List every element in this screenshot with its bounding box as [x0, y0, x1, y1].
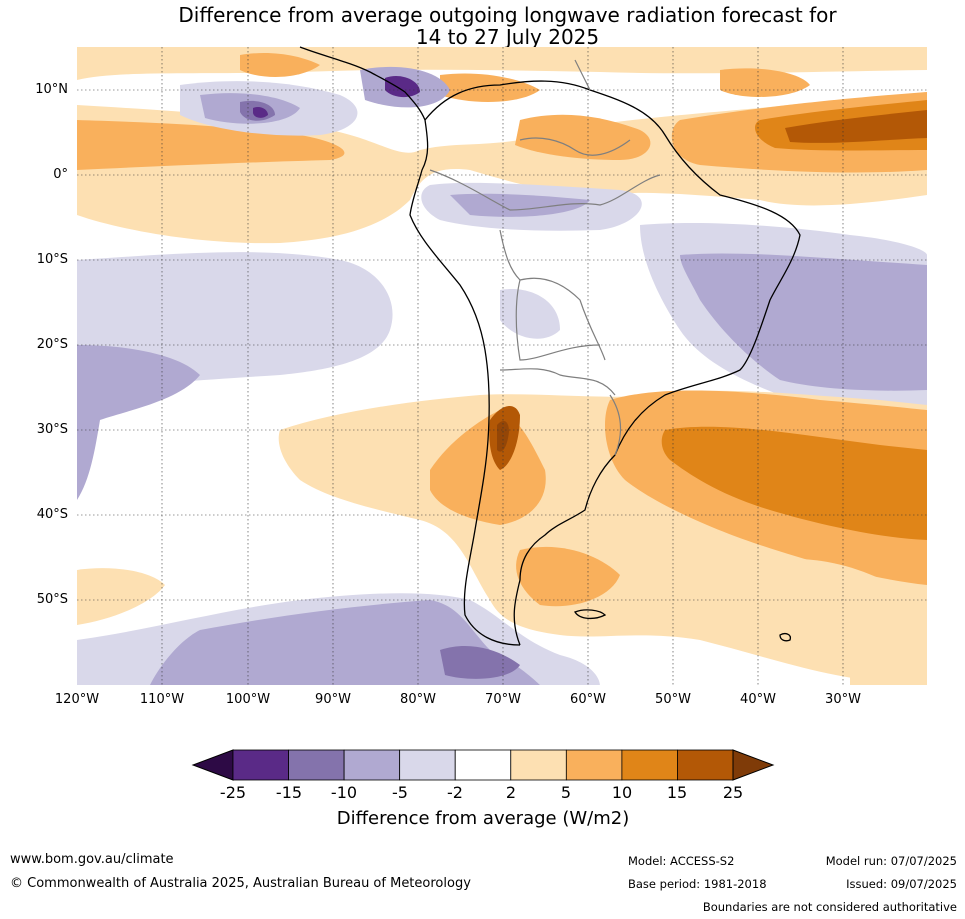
- colorbar-low-arrow: [191, 749, 234, 781]
- lon-label: 110°W: [139, 692, 185, 707]
- lon-label: 70°W: [485, 692, 521, 707]
- colorbar-segment: [621, 749, 678, 781]
- colorbar-tick: 5: [560, 783, 572, 802]
- colorbar-tick: 10: [611, 783, 633, 802]
- footer-model-run: Model run: 07/07/2025: [825, 854, 957, 868]
- anomaly-field: [77, 47, 927, 685]
- colorbar-tick: 25: [722, 783, 744, 802]
- footer-base-period: Base period: 1981-2018: [628, 877, 767, 891]
- colorbar-segment: [343, 749, 401, 781]
- colorbar-tick: -10: [330, 783, 358, 802]
- colorbar-tick: 2: [505, 783, 517, 802]
- title-line-1: Difference from average outgoing longwav…: [178, 3, 837, 27]
- footer-disclaimer: Boundaries are not considered authoritat…: [702, 900, 957, 914]
- lat-label: 20°S: [36, 337, 68, 352]
- lat-label: 0°: [53, 167, 68, 182]
- colorbar-segment: [510, 749, 567, 781]
- colorbar-segment: [677, 749, 734, 781]
- colorbar-tick: -25: [219, 783, 247, 802]
- lon-label: 40°W: [740, 692, 776, 707]
- lat-label: 30°S: [36, 422, 68, 437]
- colorbar-label: Difference from average (W/m2): [336, 808, 630, 829]
- coastline: [299, 46, 801, 646]
- lon-label: 80°W: [400, 692, 436, 707]
- colorbar-segments: [232, 749, 734, 781]
- colorbar-tick: -5: [392, 783, 408, 802]
- colorbar-segment: [565, 749, 623, 781]
- footer-model: Model: ACCESS-S2: [628, 854, 735, 868]
- colorbar-high-arrow: [732, 749, 775, 781]
- colorbar-tick: -2: [447, 783, 463, 802]
- map-title: Difference from average outgoing longwav…: [0, 4, 965, 48]
- lat-label: 10°N: [35, 82, 68, 97]
- lon-label: 90°W: [315, 692, 351, 707]
- colorbar-segment: [454, 749, 512, 781]
- colorbar-segment: [288, 749, 345, 781]
- footer-copyright: © Commonwealth of Australia 2025, Austra…: [10, 876, 471, 891]
- colorbar-tick: 15: [666, 783, 688, 802]
- colorbar-segment: [399, 749, 456, 781]
- lon-label: 50°W: [655, 692, 691, 707]
- lon-label: 60°W: [570, 692, 606, 707]
- country-borders: [429, 59, 661, 456]
- colorbar-tick: -15: [275, 783, 303, 802]
- footer-website: www.bom.gov.au/climate: [10, 852, 174, 867]
- colorbar-segment: [232, 749, 289, 781]
- graticule: [77, 47, 927, 685]
- lon-label: 100°W: [225, 692, 271, 707]
- title-line-2: 14 to 27 July 2025: [415, 25, 600, 49]
- lat-label: 50°S: [36, 592, 68, 607]
- lat-label: 10°S: [36, 252, 68, 267]
- lat-label: 40°S: [36, 507, 68, 522]
- lon-label: 30°W: [825, 692, 861, 707]
- footer-issued: Issued: 09/07/2025: [846, 877, 957, 891]
- lon-label: 120°W: [54, 692, 100, 707]
